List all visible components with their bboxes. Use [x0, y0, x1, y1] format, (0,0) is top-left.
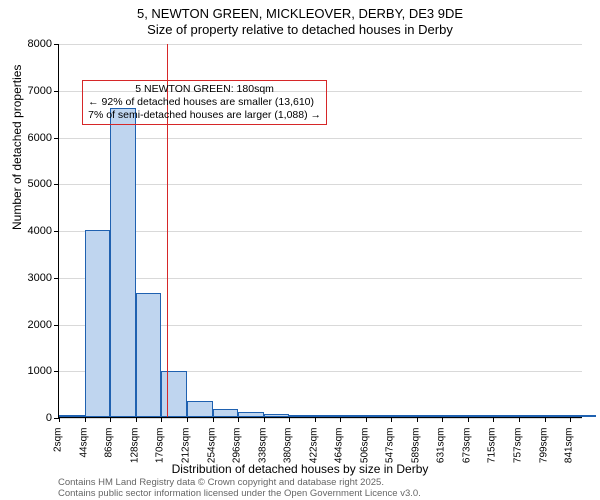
ytick-label: 0: [12, 412, 52, 424]
xtick-label: 464sqm: [334, 428, 345, 478]
histogram-bar: [366, 415, 392, 417]
xtick-mark: [391, 417, 392, 422]
xtick-mark: [340, 417, 341, 422]
xtick-mark: [136, 417, 137, 422]
xtick-mark: [85, 417, 86, 422]
xtick-mark: [468, 417, 469, 422]
ytick-mark: [54, 325, 59, 326]
gridline: [59, 138, 582, 139]
ytick-mark: [54, 371, 59, 372]
histogram-bar: [493, 415, 519, 417]
xtick-label: 841sqm: [564, 428, 575, 478]
page-title-line2: Size of property relative to detached ho…: [0, 22, 600, 38]
credits-line2: Contains public sector information licen…: [58, 489, 421, 500]
xtick-mark: [366, 417, 367, 422]
xtick-mark: [442, 417, 443, 422]
xtick-label: 170sqm: [155, 428, 166, 478]
xtick-mark: [110, 417, 111, 422]
histogram-bar: [468, 415, 494, 417]
annotation-line3: 7% of semi-detached houses are larger (1…: [88, 109, 321, 122]
histogram-bar: [213, 409, 239, 417]
xtick-mark: [264, 417, 265, 422]
xtick-label: 799sqm: [538, 428, 549, 478]
histogram-bar: [136, 293, 162, 417]
page-title-line1: 5, NEWTON GREEN, MICKLEOVER, DERBY, DE3 …: [0, 6, 600, 22]
ytick-mark: [54, 231, 59, 232]
ytick-mark: [54, 138, 59, 139]
xtick-label: 757sqm: [513, 428, 524, 478]
histogram-bar: [315, 415, 341, 417]
xtick-mark: [417, 417, 418, 422]
plot-area: 5 NEWTON GREEN: 180sqm← 92% of detached …: [58, 44, 582, 418]
histogram-bar: [442, 415, 468, 417]
credits-block: Contains HM Land Registry data © Crown c…: [58, 478, 421, 500]
xtick-label: 673sqm: [461, 428, 472, 478]
ytick-label: 6000: [12, 132, 52, 144]
histogram-bar: [545, 415, 571, 417]
xtick-mark: [238, 417, 239, 422]
ytick-label: 4000: [12, 225, 52, 237]
xtick-mark: [545, 417, 546, 422]
xtick-label: 380sqm: [283, 428, 294, 478]
histogram-bar: [289, 415, 315, 417]
x-axis-label: Distribution of detached houses by size …: [0, 462, 600, 476]
gridline: [59, 184, 582, 185]
histogram-bar: [264, 414, 290, 417]
ytick-label: 8000: [12, 38, 52, 50]
ytick-label: 3000: [12, 272, 52, 284]
ytick-label: 5000: [12, 178, 52, 190]
histogram-bar: [187, 401, 213, 417]
ytick-label: 2000: [12, 319, 52, 331]
ytick-mark: [54, 44, 59, 45]
ytick-label: 1000: [12, 365, 52, 377]
gridline: [59, 44, 582, 45]
xtick-mark: [161, 417, 162, 422]
annotation-line1: 5 NEWTON GREEN: 180sqm: [88, 83, 321, 96]
annotation-box: 5 NEWTON GREEN: 180sqm← 92% of detached …: [82, 80, 327, 125]
histogram-bar: [59, 415, 85, 417]
xtick-label: 631sqm: [436, 428, 447, 478]
xtick-mark: [315, 417, 316, 422]
xtick-label: 547sqm: [385, 428, 396, 478]
histogram-bar: [391, 415, 417, 417]
xtick-mark: [289, 417, 290, 422]
histogram-bar: [519, 415, 545, 417]
histogram-bar: [417, 415, 443, 417]
xtick-label: 212sqm: [180, 428, 191, 478]
ytick-mark: [54, 184, 59, 185]
xtick-mark: [519, 417, 520, 422]
histogram-bar: [238, 412, 264, 417]
xtick-mark: [570, 417, 571, 422]
xtick-label: 2sqm: [53, 428, 64, 478]
annotation-line2: ← 92% of detached houses are smaller (13…: [88, 96, 321, 109]
ytick-mark: [54, 278, 59, 279]
xtick-label: 589sqm: [410, 428, 421, 478]
ytick-mark: [54, 91, 59, 92]
xtick-mark: [493, 417, 494, 422]
ytick-label: 7000: [12, 85, 52, 97]
histogram-bar: [340, 415, 366, 417]
xtick-label: 422sqm: [308, 428, 319, 478]
xtick-label: 296sqm: [232, 428, 243, 478]
xtick-mark: [59, 417, 60, 422]
gridline: [59, 278, 582, 279]
xtick-mark: [187, 417, 188, 422]
histogram-bar: [570, 415, 596, 417]
xtick-label: 338sqm: [257, 428, 268, 478]
xtick-mark: [213, 417, 214, 422]
xtick-label: 86sqm: [104, 428, 115, 478]
histogram-bar: [161, 371, 187, 417]
histogram-chart: 5 NEWTON GREEN: 180sqm← 92% of detached …: [58, 44, 582, 418]
xtick-label: 44sqm: [78, 428, 89, 478]
histogram-bar: [85, 230, 111, 417]
xtick-label: 254sqm: [206, 428, 217, 478]
gridline: [59, 418, 582, 419]
xtick-label: 715sqm: [487, 428, 498, 478]
histogram-bar: [110, 108, 136, 417]
xtick-label: 128sqm: [129, 428, 140, 478]
xtick-label: 506sqm: [360, 428, 371, 478]
gridline: [59, 231, 582, 232]
